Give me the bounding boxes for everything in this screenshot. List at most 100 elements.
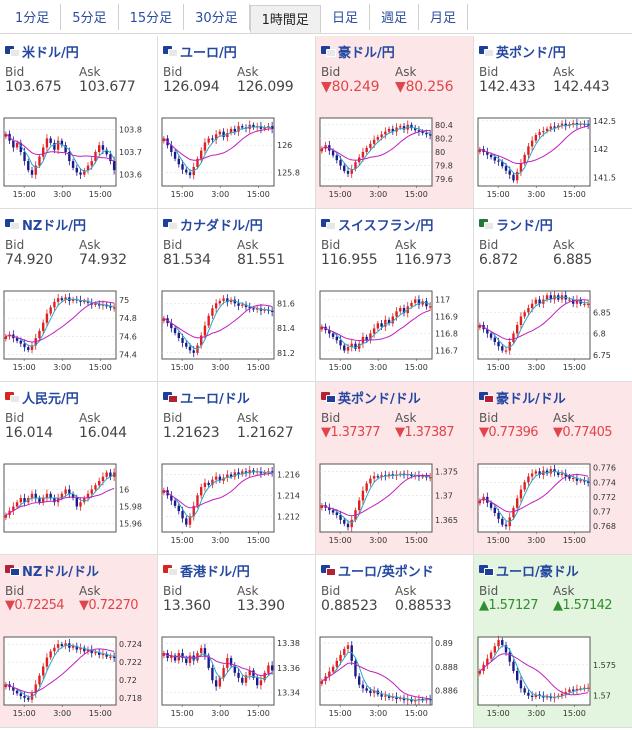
tab-4[interactable]: 1時間足 xyxy=(249,4,321,33)
pair-title[interactable]: ランド/円 xyxy=(479,215,632,234)
mini-chart[interactable]: 1.375 1.37 1.365 15:00 3:00 15:00 xyxy=(318,460,468,546)
candle-body xyxy=(101,476,105,481)
rate-panel[interactable]: 豪ドル/ドル Bid Ask ▼0.77396 ▼0.77405 0.776 0.774 0.… xyxy=(474,382,632,554)
mini-chart[interactable]: 0.89 0.888 0.886 15:00 3:00 15:00 xyxy=(318,633,468,719)
pair-title[interactable]: NZドル/円 xyxy=(5,215,157,234)
rate-panel[interactable]: 英ポンド/ドル Bid Ask ▼1.37377 ▼1.37387 1.375 1.37 1.… xyxy=(316,382,474,554)
mini-chart[interactable]: 75 74.8 74.6 74.4 15:00 3:00 15:00 xyxy=(2,287,152,373)
pair-title[interactable]: NZドル/ドル xyxy=(5,561,157,580)
y-tick-label: 6.85 xyxy=(593,308,611,317)
rate-panel[interactable]: NZドル/ドル Bid Ask ▼0.72254 ▼0.72270 0.724 0.722 0… xyxy=(0,555,158,727)
rate-panel[interactable]: 米ドル/円 Bid Ask 103.675 103.677 103.8 103.7 103.6… xyxy=(0,36,158,208)
rate-panel[interactable]: 人民元/円 Bid Ask 16.014 16.044 16 15.98 15.96 xyxy=(0,382,158,554)
mini-chart[interactable]: 142.5 142 141.5 15:00 3:00 15:00 xyxy=(476,114,626,200)
pair-name[interactable]: 英ポンド/ドル xyxy=(338,391,421,407)
pair-name[interactable]: NZドル/円 xyxy=(22,218,87,234)
pair-name[interactable]: カナダドル/円 xyxy=(180,218,263,234)
mini-chart[interactable]: 13.38 13.36 13.34 15:00 3:00 15:00 xyxy=(160,633,310,719)
pair-title[interactable]: ユーロ/円 xyxy=(163,42,315,61)
mini-chart[interactable]: 126 125.8 15:00 3:00 15:00 xyxy=(160,114,310,200)
candle-body xyxy=(493,337,496,342)
mini-chart[interactable]: 103.8 103.7 103.6 15:00 3:00 15:00 xyxy=(2,114,152,200)
tab-3[interactable]: 30分足 xyxy=(184,3,250,30)
x-tick-label: 3:00 xyxy=(369,709,387,718)
pair-title[interactable]: ユーロ/ドル xyxy=(163,388,315,407)
pair-title[interactable]: 英ポンド/ドル xyxy=(321,388,473,407)
pair-name[interactable]: NZドル/ドル xyxy=(22,564,100,580)
pair-title[interactable]: 香港ドル/円 xyxy=(163,561,315,580)
tab-1[interactable]: 5分足 xyxy=(61,3,119,30)
pair-name[interactable]: ユーロ/英ポンド xyxy=(338,564,434,580)
pair-title[interactable]: ユーロ/英ポンド xyxy=(321,561,473,580)
rate-panel[interactable]: 豪ドル/円 Bid Ask ▼80.249 ▼80.256 80.4 80.2 80 79.8 7… xyxy=(316,36,474,208)
mini-chart[interactable]: 6.85 6.8 6.75 15:00 3:00 15:00 xyxy=(476,287,626,373)
x-tick-label: 15:00 xyxy=(563,709,586,718)
mini-chart[interactable]: 1.575 1.57 15:00 3:00 15:00 xyxy=(476,633,626,719)
rate-panel[interactable]: ユーロ/円 Bid Ask 126.094 126.099 126 125.8 15:00 3:… xyxy=(158,36,316,208)
candle-body xyxy=(60,298,64,301)
pair-title[interactable]: 英ポンド/円 xyxy=(479,42,632,61)
rate-panel[interactable]: ユーロ/ドル Bid Ask 1.21623 1.21627 1.216 1.214 1.21… xyxy=(158,382,316,554)
candle-body xyxy=(86,493,90,498)
pair-name[interactable]: 豪ドル/円 xyxy=(338,45,395,61)
pair-title[interactable]: スイスフラン/円 xyxy=(321,215,473,234)
candle-body xyxy=(244,471,248,474)
mini-chart[interactable]: 80.4 80.2 80 79.8 79.6 15:00 3:00 15:00 xyxy=(318,114,468,200)
bid-value: ▲1.57127 xyxy=(479,598,539,613)
currency-flag-icon xyxy=(479,45,494,57)
rate-panel[interactable]: ユーロ/英ポンド Bid Ask 0.88523 0.88533 0.89 0.888 0.8… xyxy=(316,555,474,727)
rate-panel[interactable]: ランド/円 Bid Ask 6.872 6.885 6.85 6.8 6.75 15:00 3:0… xyxy=(474,209,632,381)
mini-chart[interactable]: 117 116.9 116.8 116.7 15:00 3:00 15:00 xyxy=(318,287,468,373)
candle-body xyxy=(68,489,71,494)
pair-name[interactable]: ユーロ/ドル xyxy=(180,391,250,407)
candle-body xyxy=(399,126,402,128)
pair-title[interactable]: 米ドル/円 xyxy=(5,42,157,61)
candle-body xyxy=(361,684,365,689)
tab-7[interactable]: 月足 xyxy=(419,3,468,30)
candle-body xyxy=(523,312,526,317)
rate-panel[interactable]: スイスフラン/円 Bid Ask 116.955 116.973 117 116.9 116.… xyxy=(316,209,474,381)
ma-long-line xyxy=(5,301,115,343)
rate-panel[interactable]: ユーロ/豪ドル Bid Ask ▲1.57127 ▲1.57142 1.575 1.57 15… xyxy=(474,555,632,727)
pair-name[interactable]: ランド/円 xyxy=(496,218,553,234)
ma-short-line xyxy=(16,140,115,172)
candle-body xyxy=(320,505,324,509)
tab-6[interactable]: 週足 xyxy=(370,3,419,30)
pair-title[interactable]: 豪ドル/円 xyxy=(321,42,473,61)
x-tick-label: 3:00 xyxy=(211,709,229,718)
pair-name[interactable]: 米ドル/円 xyxy=(22,45,79,61)
tab-2[interactable]: 15分足 xyxy=(119,3,185,30)
pair-title[interactable]: 豪ドル/ドル xyxy=(479,388,632,407)
currency-flag-icon xyxy=(321,45,336,57)
candle-body xyxy=(365,483,368,491)
pair-name[interactable]: 人民元/円 xyxy=(22,391,79,407)
candle-body xyxy=(27,161,30,171)
tab-0[interactable]: 1分足 xyxy=(4,3,62,30)
rate-panel[interactable]: 英ポンド/円 Bid Ask 142.433 142.443 142.5 142 141.5 1… xyxy=(474,36,632,208)
candle-body xyxy=(218,677,222,687)
rate-panel[interactable]: NZドル/円 Bid Ask 74.920 74.932 75 74.8 74.6 74.4 15… xyxy=(0,209,158,381)
x-tick-label: 15:00 xyxy=(89,190,112,199)
mini-chart[interactable]: 81.6 81.4 81.2 15:00 3:00 15:00 xyxy=(160,287,310,373)
candle-body xyxy=(575,299,579,304)
candle-body xyxy=(12,140,15,148)
pair-title[interactable]: 人民元/円 xyxy=(5,388,157,407)
mini-chart[interactable]: 0.724 0.722 0.72 0.718 15:00 3:00 15:00 xyxy=(2,633,152,719)
pair-name[interactable]: ユーロ/円 xyxy=(180,45,237,61)
pair-name[interactable]: 豪ドル/ドル xyxy=(496,391,566,407)
rate-panel[interactable]: カナダドル/円 Bid Ask 81.534 81.551 81.6 81.4 81.2 15:… xyxy=(158,209,316,381)
pair-name[interactable]: 英ポンド/円 xyxy=(496,45,566,61)
candle-body xyxy=(241,304,244,306)
mini-chart[interactable]: 16 15.98 15.96 xyxy=(2,460,152,546)
mini-chart[interactable]: 0.776 0.774 0.772 0.77 0.768 15:00 3:00 15:00 xyxy=(476,460,626,546)
tab-5[interactable]: 日足 xyxy=(321,3,370,30)
pair-name[interactable]: 香港ドル/円 xyxy=(180,564,250,580)
candle-body xyxy=(354,162,357,169)
rate-panel[interactable]: 香港ドル/円 Bid Ask 13.360 13.390 13.38 13.36 13.34 1… xyxy=(158,555,316,727)
pair-name[interactable]: スイスフラン/円 xyxy=(338,218,434,234)
mini-chart[interactable]: 1.216 1.214 1.212 15:00 3:00 15:00 xyxy=(160,460,310,546)
candle-body xyxy=(380,323,383,327)
pair-name[interactable]: ユーロ/豪ドル xyxy=(496,564,579,580)
pair-title[interactable]: カナダドル/円 xyxy=(163,215,315,234)
pair-title[interactable]: ユーロ/豪ドル xyxy=(479,561,632,580)
